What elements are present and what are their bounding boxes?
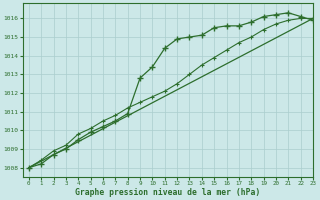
X-axis label: Graphe pression niveau de la mer (hPa): Graphe pression niveau de la mer (hPa) [75,188,260,197]
